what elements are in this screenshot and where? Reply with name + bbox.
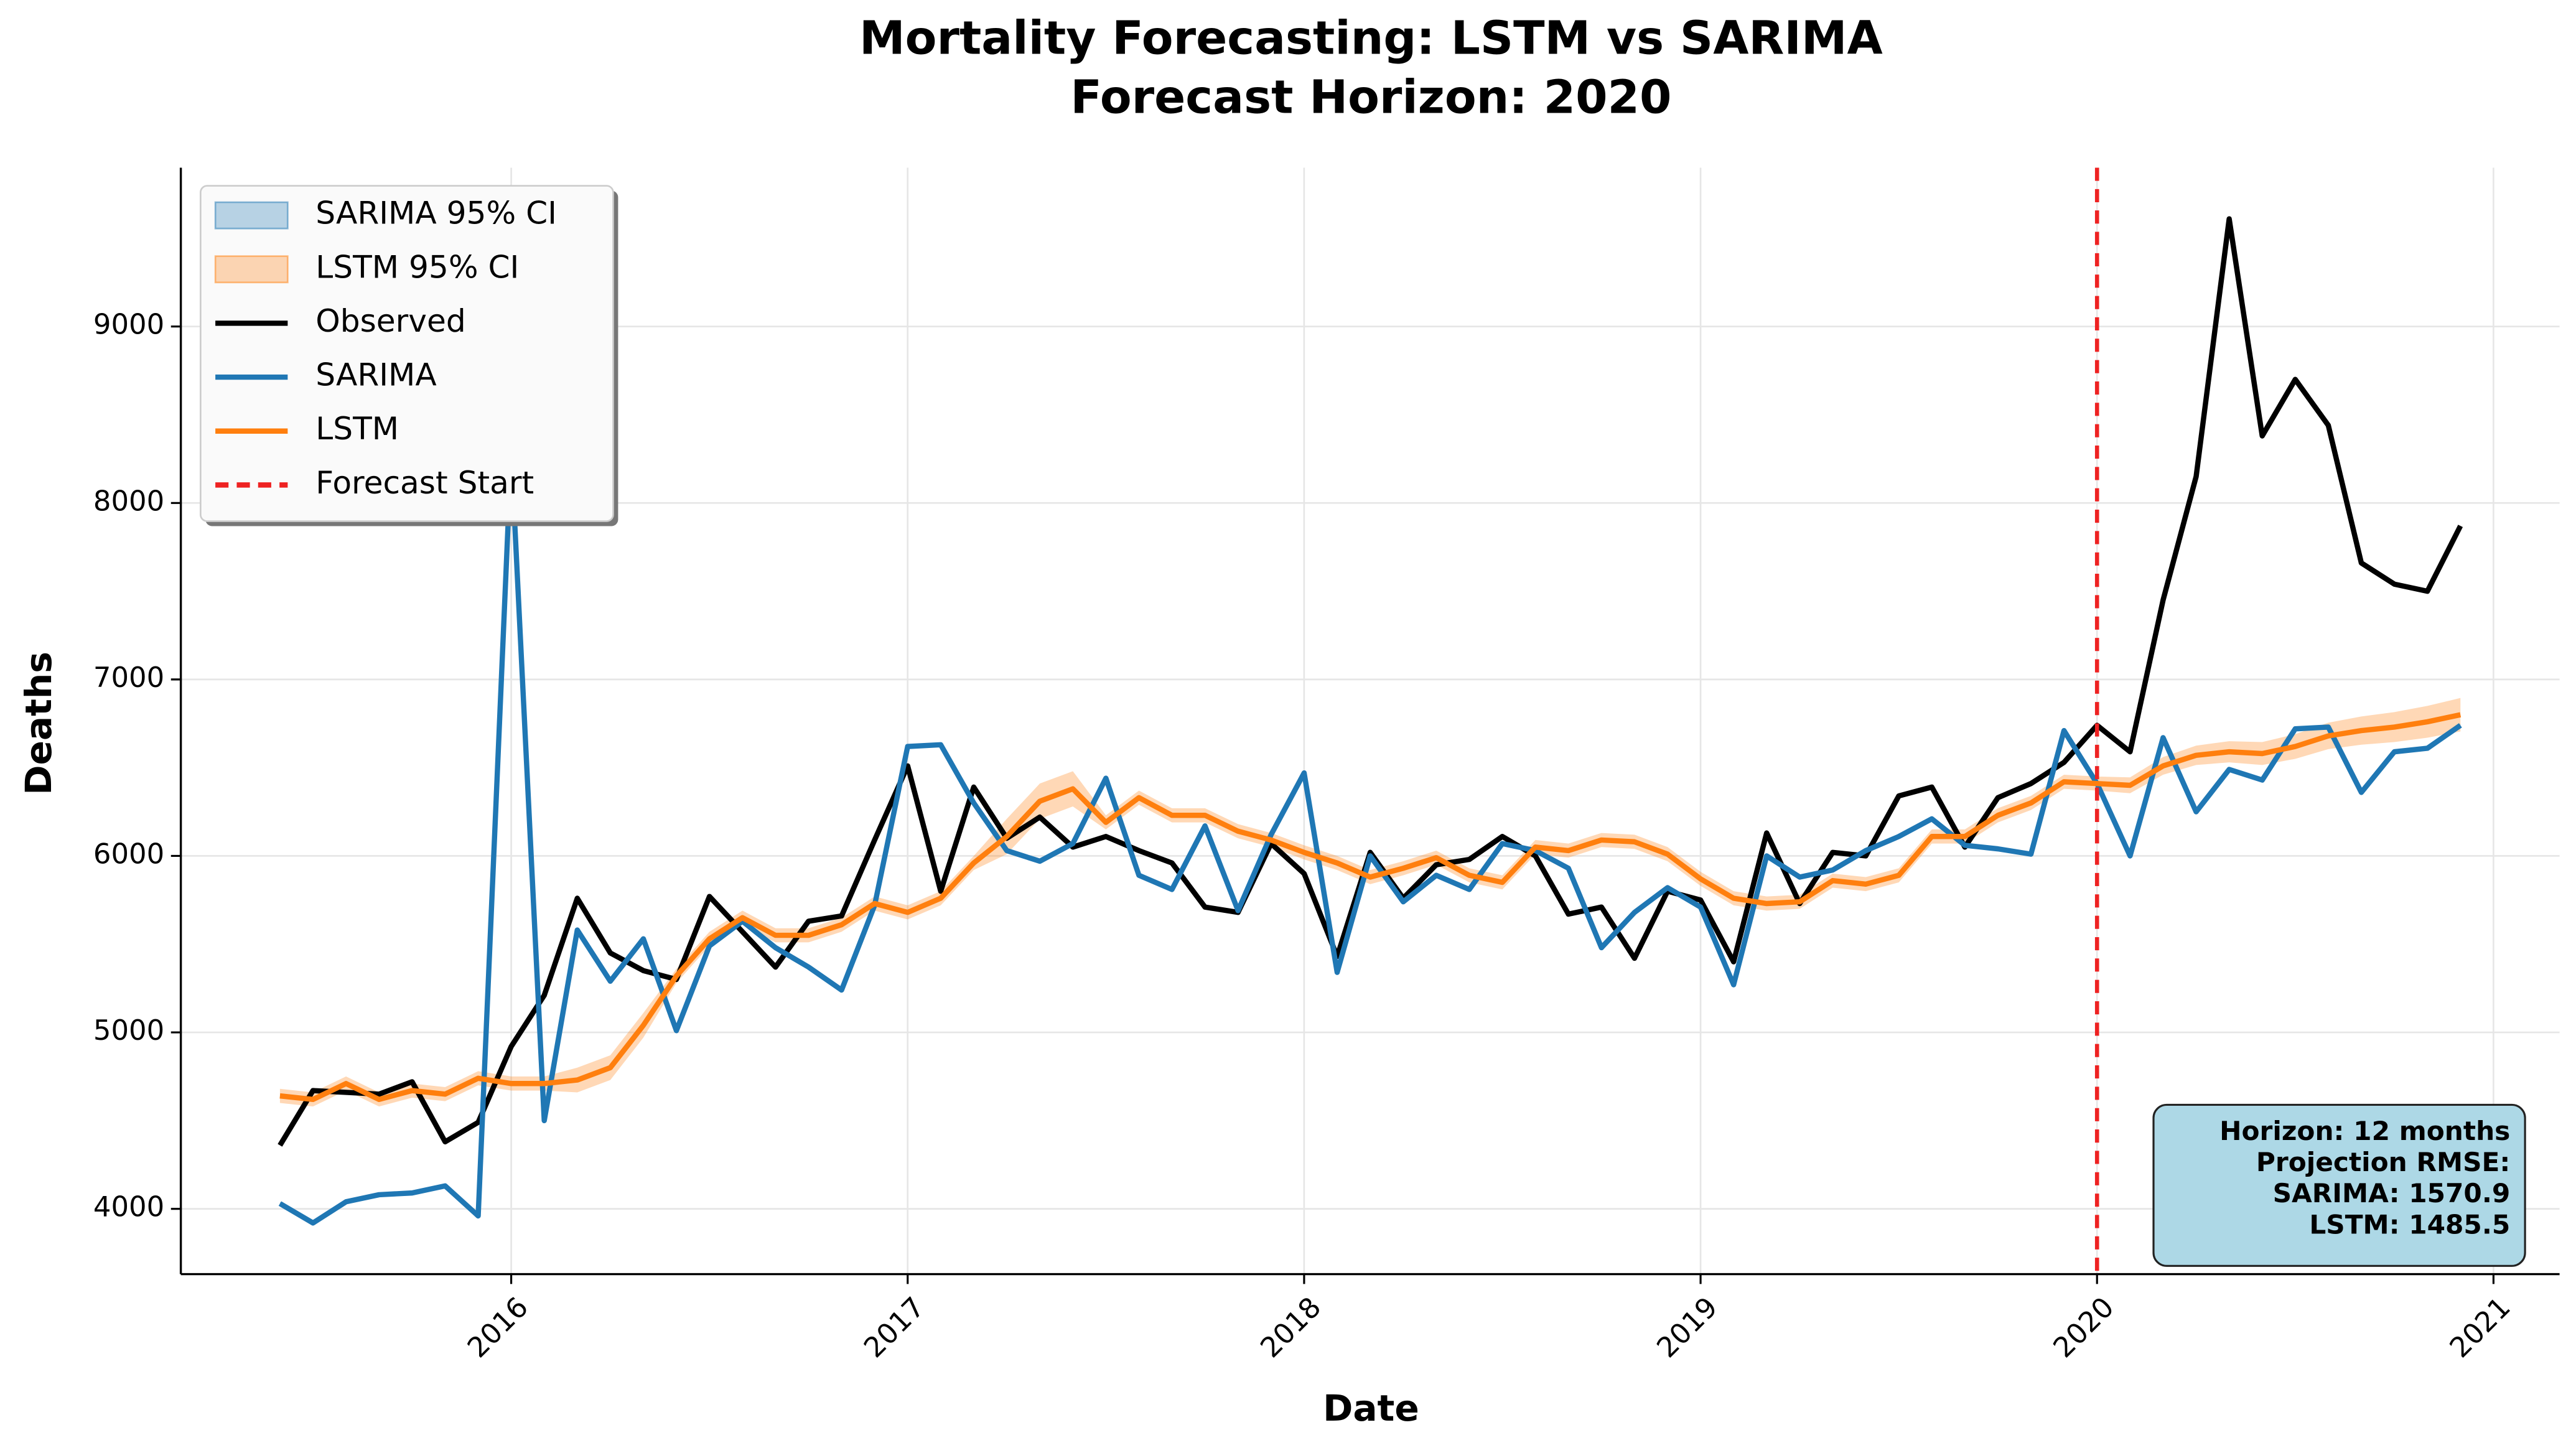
legend-label: Forecast Start [315,464,534,501]
annotation-text: Projection RMSE: [2256,1147,2510,1177]
legend-label: LSTM [315,410,399,447]
chart-subtitle: Forecast Horizon: 2020 [1070,71,1671,124]
line-series [279,712,2462,1103]
legend-label: LSTM 95% CI [315,248,519,285]
y-tick-label: 5000 [93,1014,164,1047]
annotation-box [2152,1103,2526,1267]
legend-label: SARIMA 95% CI [315,195,557,231]
y-tick-label: 4000 [93,1190,164,1223]
y-tick-label: 6000 [93,837,164,870]
legend-swatch [214,255,289,284]
x-axis-label: Date [1323,1387,1419,1429]
y-axis-label: Deaths [17,652,60,795]
y-tick-label: 8000 [93,484,164,517]
y-tick-label: 9000 [93,308,164,341]
legend: SARIMA 95% CI LSTM 95% CI Observed SARIMA LS… [200,185,618,526]
legend-label: Observed [315,302,465,339]
annotation-text: LSTM: 1485.5 [2309,1209,2510,1240]
annotation-text: Horizon: 12 months [2219,1116,2510,1146]
chart-title: Mortality Forecasting: LSTM vs SARIMA [859,12,1883,65]
annotation-text: SARIMA: 1570.9 [2273,1178,2511,1208]
legend-swatch [214,201,289,230]
y-tick-label: 7000 [93,661,164,694]
legend-box [200,185,614,522]
legend-label: SARIMA [315,357,436,393]
